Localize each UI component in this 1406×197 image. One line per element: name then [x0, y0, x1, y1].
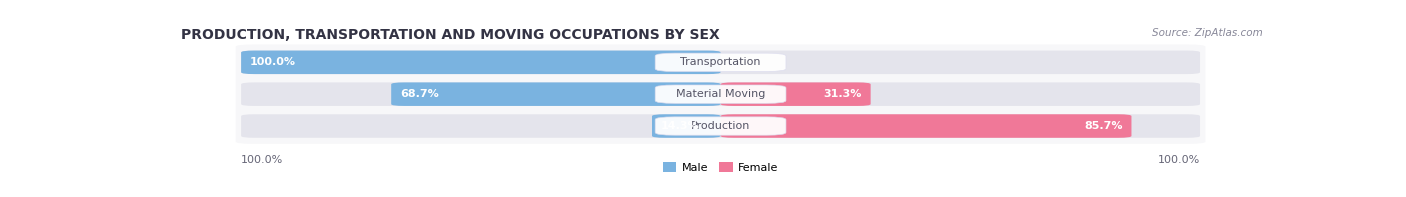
- FancyBboxPatch shape: [721, 82, 870, 106]
- Text: 100.0%: 100.0%: [1157, 155, 1201, 165]
- Text: 14.3%: 14.3%: [661, 121, 699, 131]
- FancyBboxPatch shape: [236, 45, 1205, 144]
- Text: Transportation: Transportation: [681, 57, 761, 67]
- Text: 100.0%: 100.0%: [242, 155, 284, 165]
- FancyBboxPatch shape: [242, 51, 1201, 74]
- Text: Material Moving: Material Moving: [676, 89, 765, 99]
- FancyBboxPatch shape: [242, 82, 1201, 106]
- FancyBboxPatch shape: [242, 114, 1201, 138]
- Text: 100.0%: 100.0%: [250, 57, 295, 67]
- FancyBboxPatch shape: [242, 51, 721, 74]
- FancyBboxPatch shape: [655, 85, 786, 103]
- Text: Production: Production: [690, 121, 751, 131]
- FancyBboxPatch shape: [655, 53, 786, 72]
- Text: Source: ZipAtlas.com: Source: ZipAtlas.com: [1153, 28, 1263, 38]
- Text: 85.7%: 85.7%: [1084, 121, 1123, 131]
- FancyBboxPatch shape: [391, 82, 721, 106]
- Legend: Male, Female: Male, Female: [658, 158, 783, 177]
- FancyBboxPatch shape: [655, 117, 786, 135]
- Text: PRODUCTION, TRANSPORTATION AND MOVING OCCUPATIONS BY SEX: PRODUCTION, TRANSPORTATION AND MOVING OC…: [181, 28, 720, 42]
- FancyBboxPatch shape: [652, 114, 721, 138]
- Text: 31.3%: 31.3%: [824, 89, 862, 99]
- Text: 68.7%: 68.7%: [399, 89, 439, 99]
- FancyBboxPatch shape: [721, 114, 1132, 138]
